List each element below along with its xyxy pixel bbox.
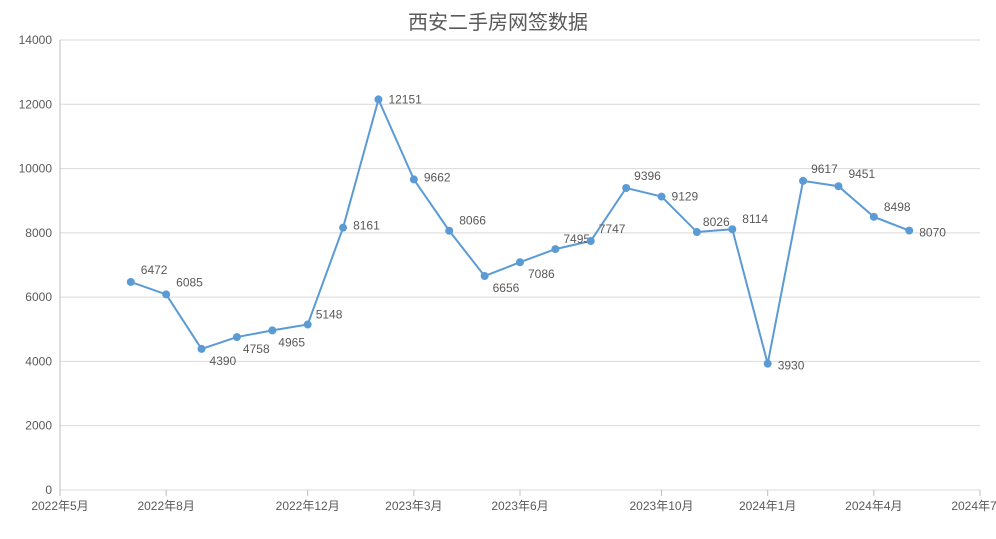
data-point	[658, 193, 666, 201]
data-label: 8114	[742, 212, 768, 226]
data-label: 7747	[599, 222, 626, 236]
x-tick-label: 2022年12月	[276, 499, 340, 513]
data-point	[410, 175, 418, 183]
data-label: 6085	[176, 275, 203, 289]
chart-container: 西安二手房网签数据 0 2000 4000 6000 8000 10000 12000 140…	[0, 0, 996, 539]
data-point	[693, 228, 701, 236]
data-point	[870, 213, 878, 221]
data-point	[764, 360, 772, 368]
x-tick-label: 2023年3月	[385, 499, 442, 513]
data-label: 8026	[703, 215, 730, 229]
x-tick-label: 2022年5月	[31, 499, 88, 513]
data-label: 4758	[243, 342, 270, 356]
data-label: 8066	[459, 214, 486, 228]
data-point	[445, 227, 453, 235]
data-label: 9396	[634, 169, 661, 183]
data-point	[834, 182, 842, 190]
data-label: 9129	[672, 190, 699, 204]
data-point	[339, 224, 347, 232]
data-point	[622, 184, 630, 192]
data-label: 8070	[919, 226, 946, 240]
data-label: 9662	[424, 170, 451, 184]
y-tick-label: 4000	[25, 354, 52, 368]
x-tick-label: 2022年8月	[137, 499, 194, 513]
data-label: 8161	[353, 219, 380, 233]
data-point	[481, 272, 489, 280]
data-point	[304, 321, 312, 329]
data-label: 5148	[316, 308, 343, 322]
data-label: 6472	[141, 263, 168, 277]
data-point	[233, 333, 241, 341]
data-point	[799, 177, 807, 185]
data-label: 9617	[811, 162, 838, 176]
data-label: 7495	[563, 232, 590, 246]
data-point	[905, 227, 913, 235]
data-point	[127, 278, 135, 286]
data-point	[374, 95, 382, 103]
x-tick-label: 2024年1月	[739, 499, 796, 513]
y-tick-label: 14000	[19, 33, 53, 47]
data-point	[728, 225, 736, 233]
data-point	[198, 345, 206, 353]
data-label: 3930	[778, 359, 805, 373]
x-tick-label: 2023年10月	[630, 499, 694, 513]
data-label: 7086	[528, 267, 555, 281]
data-point	[268, 326, 276, 334]
data-label: 4965	[278, 335, 305, 349]
y-tick-label: 10000	[19, 162, 53, 176]
y-tick-label: 0	[45, 483, 52, 497]
data-point	[516, 258, 524, 266]
x-tick-label: 2024年4月	[845, 499, 902, 513]
data-label: 9451	[848, 167, 875, 181]
data-label: 8498	[884, 200, 911, 214]
data-label: 4390	[210, 354, 237, 368]
y-tick-label: 2000	[25, 419, 52, 433]
data-point	[587, 237, 595, 245]
x-tick-label: 2023年6月	[491, 499, 548, 513]
chart-title: 西安二手房网签数据	[0, 6, 996, 35]
y-tick-label: 12000	[19, 97, 53, 111]
data-label: 6656	[493, 281, 520, 295]
data-point	[162, 290, 170, 298]
y-tick-label: 8000	[25, 226, 52, 240]
data-point	[551, 245, 559, 253]
series-line	[131, 99, 909, 363]
line-chart: 0 2000 4000 6000 8000 10000 12000 14000 2022年5月 2…	[0, 0, 996, 539]
x-tick-label: 2024年7月	[951, 499, 996, 513]
data-label: 12151	[388, 92, 422, 106]
y-tick-label: 6000	[25, 290, 52, 304]
